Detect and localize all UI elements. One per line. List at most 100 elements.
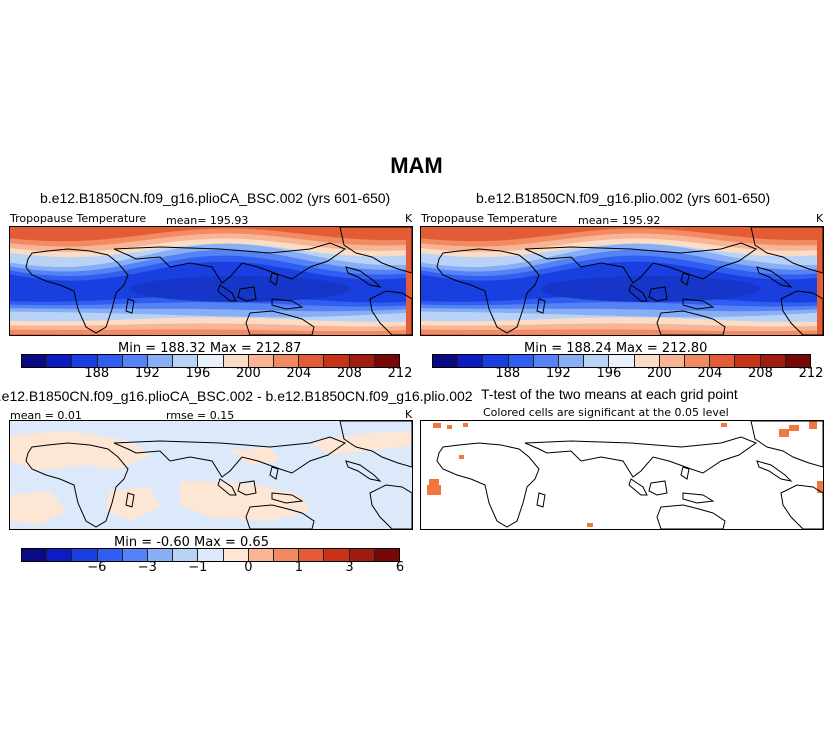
colorbar-tick-label: 200 bbox=[235, 366, 261, 381]
colorbar-tick-label: −6 bbox=[87, 560, 107, 575]
coastline-africa bbox=[25, 248, 129, 334]
colorbar-tick-label: −1 bbox=[188, 560, 208, 575]
colorbar-swatch bbox=[122, 355, 149, 367]
significance-cells bbox=[427, 421, 823, 527]
coastline-south-america bbox=[780, 484, 823, 529]
coastline-borneo bbox=[237, 480, 257, 496]
colorbar-swatch bbox=[274, 355, 300, 367]
colorbar-ticks-top-left: 188 192 196 200 204 208 212 bbox=[21, 366, 412, 382]
mean-label-top-right: mean= 195.92 bbox=[578, 214, 661, 227]
coastline-sumatra bbox=[217, 478, 237, 496]
colorbar-swatch bbox=[533, 355, 560, 367]
coastline-africa bbox=[436, 248, 540, 334]
coastlines bbox=[436, 227, 823, 335]
colorbar-ticks-bottom-left: −6 −3 −1 0 1 3 6 bbox=[21, 560, 404, 576]
variable-label-top-right: Tropopause Temperature bbox=[421, 212, 558, 225]
map-top-left-field bbox=[10, 227, 412, 335]
colorbar-swatch bbox=[198, 355, 224, 367]
significant-cell bbox=[779, 429, 789, 437]
colorbar-swatch bbox=[710, 355, 736, 367]
variable-label-top-left: Tropopause Temperature bbox=[10, 212, 147, 225]
colorbar-tick-label: 188 bbox=[495, 366, 521, 381]
colorbar-tick-label: 6 bbox=[395, 560, 405, 575]
significant-cell bbox=[433, 423, 441, 428]
coastlines bbox=[436, 421, 823, 529]
coastline-madagascar bbox=[125, 492, 135, 508]
colorbar-swatch bbox=[274, 549, 300, 561]
colorbar-tick-label: −3 bbox=[137, 560, 157, 575]
colorbar-swatch bbox=[173, 355, 199, 367]
coastline-sumatra bbox=[628, 478, 648, 496]
panel-subtitle-bottom-right: Colored cells are significant at the 0.0… bbox=[483, 406, 729, 419]
colorbar-tick-label: 208 bbox=[748, 366, 773, 381]
colorbar-swatch bbox=[374, 355, 400, 367]
coastline-australia bbox=[656, 310, 726, 335]
significant-cell bbox=[427, 485, 441, 495]
units-label-bottom-left: K bbox=[405, 408, 413, 421]
field-band bbox=[230, 447, 280, 465]
coastline-central-america bbox=[345, 460, 382, 482]
colorbar-swatch bbox=[349, 549, 375, 561]
map-bottom-left bbox=[9, 420, 413, 530]
map-top-left bbox=[9, 226, 413, 336]
colorbar-tick-label: 196 bbox=[185, 366, 211, 381]
coastline-central-america bbox=[345, 266, 382, 288]
colorbar-tick-label: 3 bbox=[345, 560, 354, 575]
colorbar-tick-label: 188 bbox=[84, 366, 110, 381]
colorbar-swatch bbox=[173, 549, 199, 561]
colorbar-swatch bbox=[148, 355, 174, 367]
colorbar-tick-label: 204 bbox=[286, 366, 312, 381]
coastline-north-america bbox=[339, 421, 412, 468]
coastline-australia bbox=[245, 504, 315, 529]
page-title: MAM bbox=[390, 153, 443, 178]
colorbar-bottom-left bbox=[21, 548, 400, 562]
significant-cell bbox=[721, 423, 727, 427]
coastline-borneo bbox=[648, 286, 668, 302]
colorbar-swatch bbox=[609, 355, 635, 367]
coastline-africa bbox=[436, 442, 540, 528]
coastline-newguinea bbox=[271, 298, 304, 310]
significant-cell bbox=[587, 523, 593, 527]
colorbar-tick-label: 204 bbox=[697, 366, 723, 381]
colorbar-swatch bbox=[508, 355, 534, 367]
colorbar-swatch bbox=[433, 355, 459, 367]
colorbar-top-left bbox=[21, 354, 400, 368]
coastlines bbox=[25, 421, 412, 529]
colorbar-ticks-top-right: 188 192 196 200 204 208 212 bbox=[432, 366, 823, 382]
coastline-south-america bbox=[369, 290, 412, 335]
field-band bbox=[310, 431, 412, 455]
coastline-south-america bbox=[780, 290, 823, 335]
significant-cell bbox=[459, 455, 464, 459]
panel-title-top-right: b.e12.B1850CN.f09_g16.plio.002 (yrs 601-… bbox=[476, 190, 771, 206]
coastline-philippines bbox=[680, 466, 690, 480]
coastline-madagascar bbox=[125, 298, 135, 314]
coastline-borneo bbox=[237, 286, 257, 302]
significant-cell bbox=[809, 421, 817, 429]
coastline-central-america bbox=[756, 266, 793, 288]
colorbar-swatch bbox=[148, 549, 174, 561]
colorbar-swatch bbox=[72, 549, 98, 561]
coastline-australia bbox=[245, 310, 315, 335]
coastline-north-america bbox=[750, 227, 823, 274]
significant-cell bbox=[789, 425, 799, 431]
coastlines bbox=[25, 227, 412, 335]
rmse-label-bottom-left: rmse = 0.15 bbox=[166, 409, 235, 422]
colorbar-swatch bbox=[324, 549, 350, 561]
coastline-newguinea bbox=[682, 298, 715, 310]
colorbar-tick-label: 192 bbox=[134, 366, 160, 381]
coastline-africa bbox=[25, 442, 129, 528]
map-bottom-right bbox=[420, 420, 824, 530]
coastline-central-america bbox=[756, 460, 793, 482]
colorbar-tick-label: 1 bbox=[294, 560, 304, 575]
mean-label-top-left: mean= 195.93 bbox=[166, 214, 249, 227]
coastline-arabia-asia bbox=[113, 242, 347, 284]
colorbar-tick-label: 208 bbox=[337, 366, 362, 381]
panel-title-bottom-right: T-test of the two means at each grid poi… bbox=[481, 386, 738, 402]
colorbar-swatch bbox=[735, 355, 761, 367]
coastline-australia bbox=[656, 504, 726, 529]
colorbar-tick-label: 212 bbox=[387, 366, 413, 381]
colorbar-swatch bbox=[685, 355, 711, 367]
coastline-newguinea bbox=[271, 492, 304, 504]
colorbar-swatch bbox=[248, 549, 275, 561]
colorbar-tick-label: 0 bbox=[244, 560, 253, 575]
